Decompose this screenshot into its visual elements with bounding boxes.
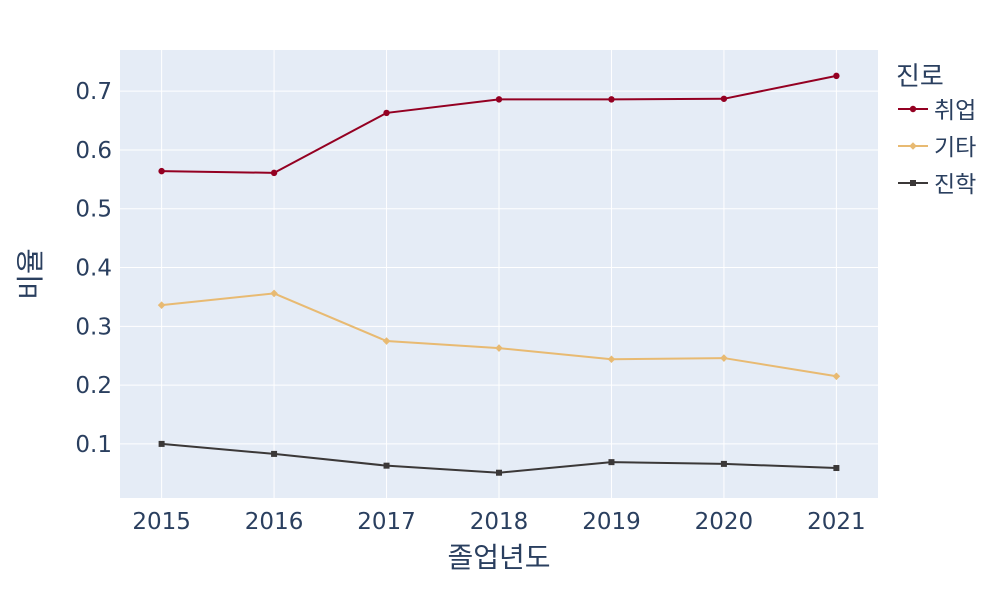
data-point xyxy=(720,354,728,362)
data-point xyxy=(496,469,502,476)
series-진학 xyxy=(158,440,840,476)
data-point xyxy=(833,465,840,472)
data-point xyxy=(495,344,503,352)
data-point xyxy=(720,95,728,102)
y-tick-label: 0.6 xyxy=(75,138,112,164)
data-point xyxy=(382,337,391,345)
gridlines xyxy=(120,50,878,498)
data-point xyxy=(607,355,616,364)
legend-marker xyxy=(909,142,917,150)
y-tick-label: 0.1 xyxy=(75,432,112,458)
legend-item: 취업 xyxy=(898,98,976,124)
data-point xyxy=(271,450,278,457)
data-point xyxy=(383,109,390,117)
x-tick-labels: 2015 2016 2017 2018 2019 2020 2021 xyxy=(132,509,865,535)
x-tick-label: 2017 xyxy=(357,509,416,535)
x-axis-title: 졸업년도 xyxy=(447,541,550,574)
x-tick-label: 2019 xyxy=(582,509,641,535)
legend-item: 진학 xyxy=(898,172,976,198)
y-tick-label: 0.5 xyxy=(75,197,112,223)
y-tick-label: 0.2 xyxy=(75,373,112,399)
legend-item: 기타 xyxy=(898,135,976,161)
legend-marker xyxy=(910,180,916,186)
legend-label: 기타 xyxy=(934,135,976,161)
legend-label: 진학 xyxy=(934,172,976,198)
y-axis-title: 비율 xyxy=(14,248,47,300)
data-point xyxy=(833,72,840,80)
data-point xyxy=(608,96,615,103)
series-취업 xyxy=(158,72,840,177)
data-point xyxy=(832,372,841,381)
series-lines xyxy=(157,72,841,476)
legend-label: 취업 xyxy=(934,98,976,124)
data-point xyxy=(495,96,503,103)
legend-marker xyxy=(909,105,917,113)
x-tick-label: 2021 xyxy=(807,509,866,535)
x-tick-label: 2018 xyxy=(470,509,529,535)
x-tick-label: 2016 xyxy=(245,509,304,535)
y-tick-label: 0.7 xyxy=(75,79,112,105)
data-point xyxy=(158,167,165,175)
data-point xyxy=(270,169,278,177)
data-point xyxy=(608,459,615,466)
data-point xyxy=(270,289,278,298)
y-tick-label: 0.4 xyxy=(75,256,112,282)
y-tick-labels: 0.1 0.2 0.3 0.4 0.5 0.6 0.7 xyxy=(75,79,112,458)
y-tick-label: 0.3 xyxy=(75,314,112,340)
series-기타 xyxy=(157,289,841,381)
data-point xyxy=(158,440,165,447)
data-point xyxy=(383,462,390,469)
x-tick-label: 2015 xyxy=(132,509,191,535)
legend-title: 진로 xyxy=(896,62,944,92)
data-point xyxy=(720,460,727,467)
data-point xyxy=(157,301,166,309)
x-tick-label: 2020 xyxy=(695,509,754,535)
